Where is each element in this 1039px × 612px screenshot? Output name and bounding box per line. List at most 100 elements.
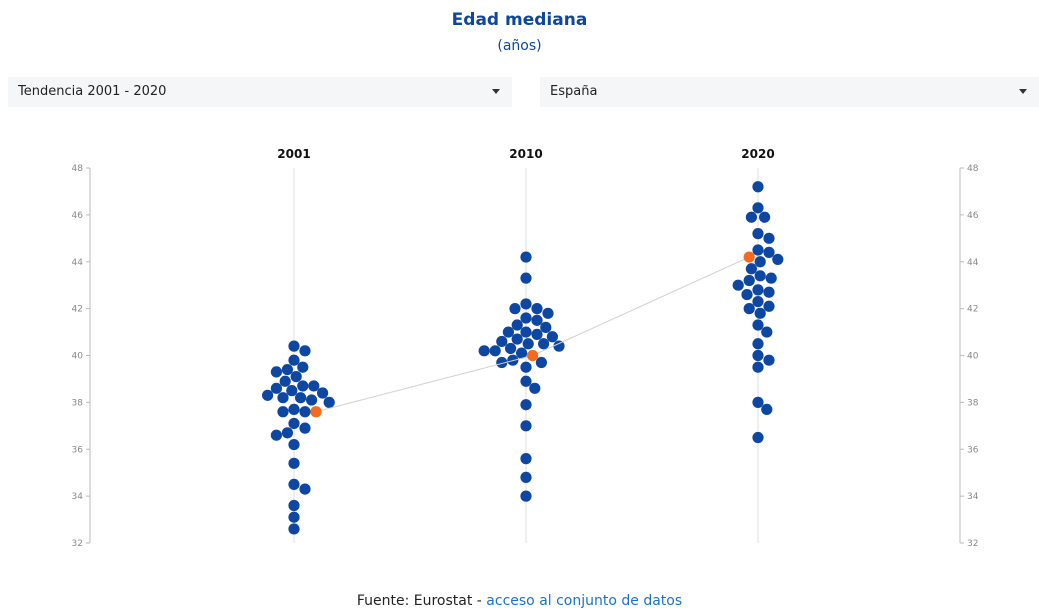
country-point: [732, 279, 744, 291]
chart-subtitle: (años): [497, 38, 542, 54]
country-point: [759, 211, 771, 223]
country-point: [496, 335, 508, 348]
country-point: [277, 406, 289, 418]
y-tick-label-left: 42: [72, 305, 83, 315]
country-point: [288, 438, 300, 451]
country-point: [763, 286, 775, 298]
country-point: [752, 349, 764, 362]
y-tick-label-left: 36: [72, 445, 84, 455]
country-point: [290, 370, 302, 383]
country-point: [520, 420, 532, 432]
country-point: [505, 342, 517, 355]
y-tick-label-right: 42: [967, 305, 978, 315]
country-point: [752, 202, 764, 214]
country-point: [281, 363, 293, 376]
country-select[interactable]: España: [540, 77, 1039, 107]
country-point: [288, 340, 300, 352]
y-tick-label-left: 32: [72, 539, 83, 549]
highlight-trend-line: [532, 256, 750, 356]
country-point: [745, 263, 758, 275]
country-select-value: España: [550, 84, 598, 99]
country-point: [270, 429, 282, 441]
country-point: [323, 396, 335, 408]
country-point: [546, 331, 559, 343]
chevron-down-icon: [492, 89, 500, 94]
y-tick-label-right: 38: [967, 398, 979, 408]
country-point: [478, 345, 490, 357]
beeswarm-chart: 32 32 34 34 36 36 38 38 40 40 42 42 44 44 46 46 48 48 2001…: [72, 147, 979, 549]
country-point: [741, 288, 753, 301]
country-point: [297, 380, 309, 392]
highlight-point: [743, 251, 755, 263]
country-point: [752, 338, 764, 350]
country-point: [761, 326, 773, 338]
category-label: 2001: [277, 147, 310, 161]
country-point: [542, 307, 554, 319]
y-tick-label-left: 38: [72, 398, 84, 408]
country-point: [288, 457, 300, 469]
country-point: [511, 333, 523, 345]
country-point: [752, 319, 764, 331]
y-tick-label-left: 44: [72, 258, 84, 268]
dataset-link[interactable]: acceso al conjunto de datos: [486, 593, 683, 609]
country-point: [516, 347, 528, 359]
category-label: 2010: [509, 147, 542, 161]
y-tick-label-right: 48: [967, 164, 979, 174]
country-point: [297, 361, 309, 373]
country-point: [520, 326, 532, 338]
y-tick-label-right: 34: [967, 492, 979, 502]
country-point: [496, 356, 508, 369]
country-point: [520, 375, 532, 387]
country-point: [288, 354, 300, 366]
country-point: [520, 399, 532, 411]
country-point: [752, 431, 764, 444]
country-point: [761, 403, 773, 416]
period-select-value: Tendencia 2001 - 2020: [18, 84, 167, 99]
highlight-point: [527, 349, 539, 362]
y-tick-label-left: 34: [72, 492, 84, 502]
highlight-point: [310, 406, 322, 418]
country-point: [752, 361, 764, 373]
country-point: [540, 321, 552, 333]
country-point: [288, 523, 300, 535]
country-point: [270, 366, 282, 378]
chart-title: Edad mediana: [451, 10, 588, 30]
country-point: [529, 382, 541, 394]
country-point: [520, 312, 532, 324]
country-point: [752, 284, 764, 296]
y-tick-label-right: 36: [967, 445, 979, 455]
country-point: [286, 385, 298, 397]
source-text: Fuente: Eurostat -: [356, 593, 482, 609]
country-point: [531, 314, 543, 326]
country-point: [535, 356, 548, 369]
country-point: [520, 490, 532, 502]
country-point: [295, 392, 307, 404]
category-label: 2020: [741, 147, 774, 161]
chevron-down-icon: [1019, 89, 1027, 94]
country-point: [308, 380, 320, 392]
country-point: [553, 340, 565, 352]
source-footer: Fuente: Eurostat - acceso al conjunto de…: [0, 593, 1039, 609]
country-point: [754, 270, 766, 282]
country-point: [743, 274, 755, 287]
country-point: [520, 471, 532, 483]
y-tick-label-right: 40: [967, 352, 979, 362]
country-point: [522, 338, 534, 350]
country-point: [511, 319, 523, 331]
country-point: [489, 345, 501, 357]
country-point: [520, 272, 532, 284]
country-point: [279, 375, 291, 387]
country-point: [763, 246, 775, 258]
country-point: [299, 422, 311, 434]
y-tick-label-right: 44: [967, 258, 979, 268]
y-tick-label-left: 48: [72, 164, 84, 174]
country-point: [752, 396, 764, 408]
country-point: [299, 483, 311, 495]
country-point: [299, 406, 311, 418]
period-select[interactable]: Tendencia 2001 - 2020: [8, 77, 512, 107]
y-tick-label-right: 46: [967, 211, 979, 221]
country-point: [288, 417, 300, 430]
country-point: [743, 303, 755, 315]
country-point: [763, 232, 775, 244]
country-point: [288, 403, 300, 416]
